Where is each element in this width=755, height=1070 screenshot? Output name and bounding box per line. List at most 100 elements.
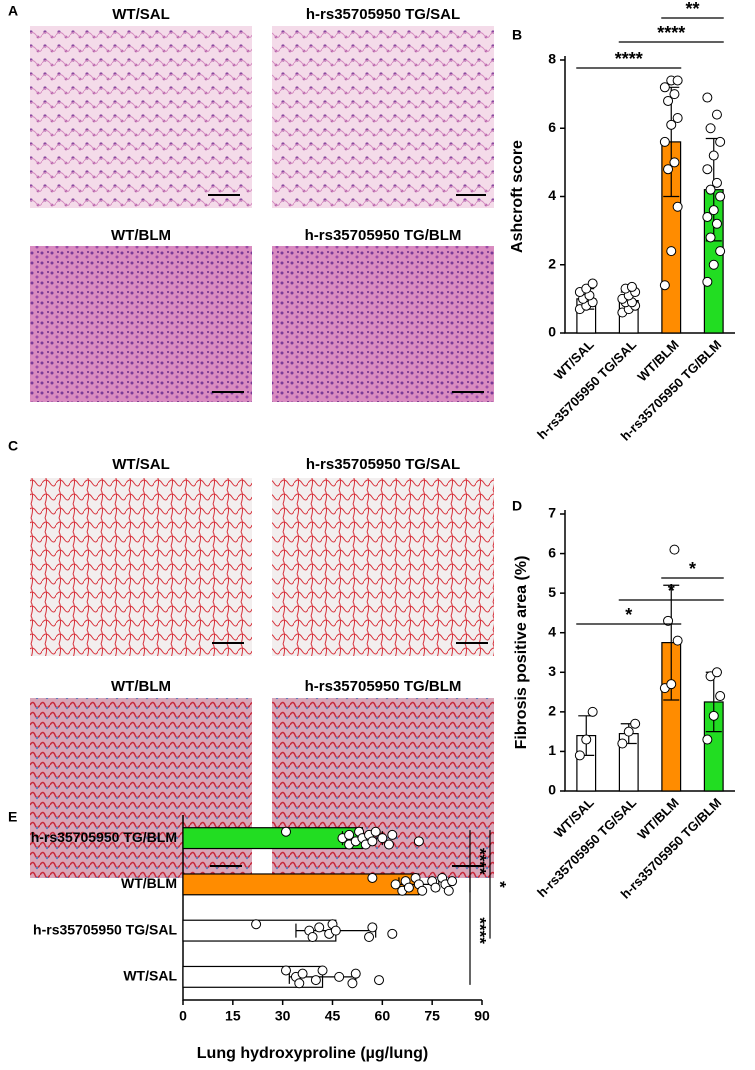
bar bbox=[182, 827, 363, 850]
data-point bbox=[367, 836, 378, 847]
y-tick-label: 5 bbox=[548, 584, 556, 600]
data-point bbox=[705, 123, 716, 134]
y-tick-label: 0 bbox=[548, 782, 556, 798]
y-tick-label: 0 bbox=[548, 324, 556, 340]
scale-bars bbox=[208, 194, 488, 867]
data-point bbox=[705, 232, 716, 243]
image-title: WT/BLM bbox=[111, 678, 171, 695]
x-tick-label: 45 bbox=[325, 1008, 341, 1024]
data-point bbox=[251, 919, 262, 930]
x-axis-label: Lung hydroxyproline (µg/lung) bbox=[197, 1045, 428, 1062]
data-point bbox=[297, 968, 308, 979]
panel-label: E bbox=[8, 809, 17, 825]
data-point bbox=[702, 164, 713, 175]
data-point bbox=[387, 928, 398, 939]
significance-label: * bbox=[668, 581, 675, 601]
data-point bbox=[280, 965, 291, 976]
x-tick-label: 15 bbox=[225, 1008, 241, 1024]
x-tick-label: 90 bbox=[474, 1008, 490, 1024]
data-point bbox=[666, 246, 677, 257]
y-tick-label: 4 bbox=[548, 187, 556, 203]
data-point bbox=[702, 211, 713, 222]
y-tick-label: 1 bbox=[548, 742, 556, 758]
data-point bbox=[377, 833, 388, 844]
y-tick-label: 6 bbox=[548, 119, 556, 135]
data-point bbox=[310, 975, 321, 986]
data-point bbox=[708, 259, 719, 270]
image-title: h-rs35705950 TG/SAL bbox=[306, 6, 460, 23]
data-point bbox=[581, 734, 592, 745]
micrograph bbox=[272, 478, 494, 656]
image-title: h-rs35705950 TG/SAL bbox=[306, 456, 460, 473]
data-point bbox=[659, 280, 670, 291]
y-tick-label: 4 bbox=[548, 623, 556, 639]
data-point bbox=[669, 544, 680, 555]
data-point bbox=[711, 218, 722, 229]
data-point bbox=[659, 136, 670, 147]
data-point bbox=[581, 283, 592, 294]
image-title: h-rs35705950 TG/BLM bbox=[305, 227, 462, 244]
panel-label: C bbox=[8, 438, 18, 454]
data-point bbox=[708, 710, 719, 721]
data-point bbox=[715, 136, 726, 147]
y-tick-label: h-rs35705950 TG/SAL bbox=[33, 921, 177, 937]
significance-label: ** bbox=[685, 0, 699, 19]
data-point bbox=[715, 691, 726, 702]
data-point bbox=[314, 922, 325, 933]
panel-label: B bbox=[512, 27, 522, 43]
x-tick-label: 30 bbox=[275, 1008, 291, 1024]
data-point bbox=[330, 925, 341, 936]
y-tick-label: 7 bbox=[548, 505, 556, 521]
data-point bbox=[669, 89, 680, 100]
data-point bbox=[280, 826, 291, 837]
micrograph bbox=[272, 698, 494, 878]
micrograph bbox=[30, 26, 252, 208]
significance-label: **** bbox=[657, 23, 685, 43]
data-point bbox=[715, 246, 726, 257]
data-point bbox=[711, 177, 722, 188]
data-point bbox=[370, 826, 381, 837]
data-point bbox=[413, 836, 424, 847]
bar bbox=[182, 873, 420, 896]
image-title: WT/BLM bbox=[111, 227, 171, 244]
significance-label: **** bbox=[471, 848, 490, 875]
data-point bbox=[623, 726, 634, 737]
micrograph bbox=[30, 478, 252, 656]
significance-label: **** bbox=[615, 49, 643, 69]
significance-label: * bbox=[689, 559, 696, 579]
data-point bbox=[708, 205, 719, 216]
data-point bbox=[659, 82, 670, 93]
y-tick-label: 6 bbox=[548, 544, 556, 560]
data-point bbox=[705, 184, 716, 195]
data-point bbox=[711, 667, 722, 678]
data-point bbox=[443, 885, 454, 896]
y-tick-label: WT/BLM bbox=[121, 875, 177, 891]
x-tick-label: 75 bbox=[424, 1008, 440, 1024]
data-point bbox=[669, 157, 680, 168]
data-point bbox=[334, 971, 345, 982]
data-point bbox=[672, 201, 683, 212]
data-point bbox=[672, 113, 683, 124]
panel-label: D bbox=[512, 498, 522, 514]
y-tick-label: 3 bbox=[548, 663, 556, 679]
data-point bbox=[666, 679, 677, 690]
image-title: WT/SAL bbox=[112, 6, 170, 23]
data-point bbox=[708, 150, 719, 161]
data-point bbox=[702, 92, 713, 103]
data-point bbox=[417, 885, 428, 896]
y-tick-label: h-rs35705950 TG/BLM bbox=[31, 829, 177, 845]
y-axis-label: Ashcroft score bbox=[509, 140, 526, 253]
data-point bbox=[672, 635, 683, 646]
data-point bbox=[715, 191, 726, 202]
data-point bbox=[663, 95, 674, 106]
panel-a-images bbox=[30, 26, 494, 878]
data-point bbox=[663, 164, 674, 175]
data-point bbox=[344, 829, 355, 840]
y-axis-label: Fibrosis positive area (%) bbox=[513, 556, 530, 750]
y-tick-label: 2 bbox=[548, 703, 556, 719]
data-point bbox=[587, 278, 598, 289]
data-point bbox=[587, 706, 598, 717]
data-point bbox=[294, 978, 305, 989]
data-point bbox=[447, 876, 458, 887]
